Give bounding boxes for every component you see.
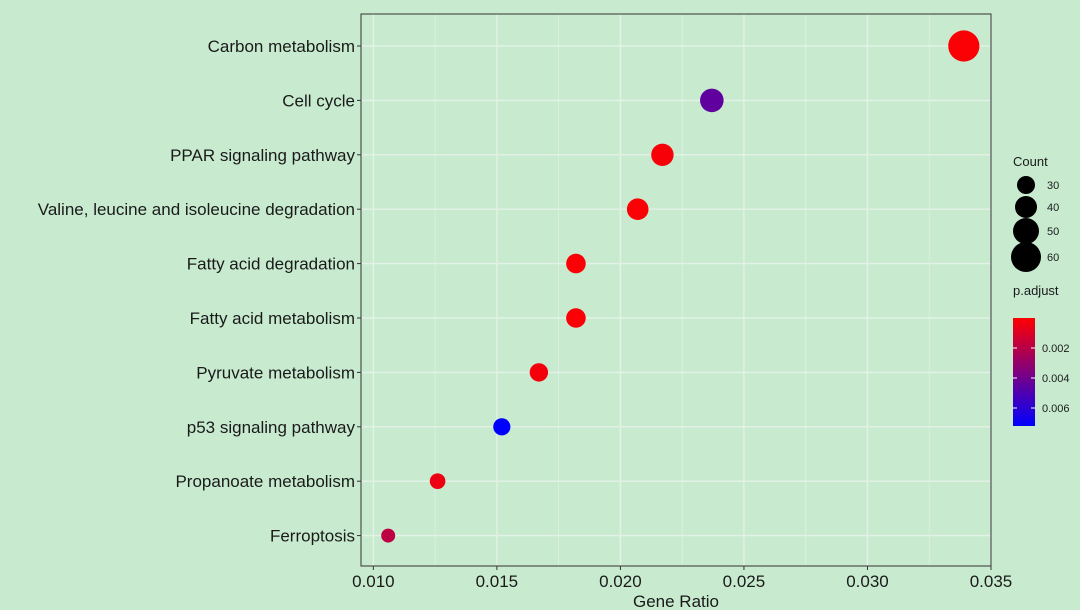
plot-border xyxy=(360,13,992,567)
x-tick-label: 0.030 xyxy=(846,572,889,591)
data-point xyxy=(493,418,511,436)
x-tick-label: 0.025 xyxy=(723,572,766,591)
x-axis: 0.010 0.015 0.020 0.025 0.030 0.035 xyxy=(352,566,1012,591)
y-tick-label: Fatty acid degradation xyxy=(187,255,355,274)
data-point xyxy=(429,473,446,490)
y-tick-label: Carbon metabolism xyxy=(208,37,355,56)
size-legend-symbol xyxy=(1013,218,1039,244)
y-tick-label: Ferroptosis xyxy=(270,527,355,546)
size-legend-label: 60 xyxy=(1047,252,1059,264)
color-legend-bar xyxy=(1013,318,1035,426)
y-tick-label: Valine, leucine and isoleucine degradati… xyxy=(38,200,355,219)
size-legend-symbol xyxy=(1015,196,1037,218)
data-point xyxy=(651,143,674,166)
data-point xyxy=(700,88,724,113)
y-tick-label: Cell cycle xyxy=(282,91,355,110)
size-legend-label: 30 xyxy=(1047,180,1059,192)
color-legend: p.adjust 0.002 0.004 0.006 xyxy=(1013,283,1070,426)
data-point xyxy=(566,253,586,274)
size-legend: Count 30 40 50 60 xyxy=(1011,154,1059,272)
size-legend-label: 50 xyxy=(1047,226,1059,238)
size-legend-title: Count xyxy=(1013,154,1048,169)
y-axis: Carbon metabolism Cell cycle PPAR signalin… xyxy=(38,37,361,546)
data-point xyxy=(626,198,649,220)
y-tick-label: PPAR signaling pathway xyxy=(170,146,355,165)
color-legend-label: 0.002 xyxy=(1042,343,1070,355)
y-tick-label: p53 signaling pathway xyxy=(187,418,356,437)
color-legend-title: p.adjust xyxy=(1013,283,1059,298)
x-tick-label: 0.035 xyxy=(970,572,1013,591)
size-legend-label: 40 xyxy=(1047,202,1059,214)
data-point xyxy=(948,30,980,62)
data-point xyxy=(381,528,396,543)
plot-panel xyxy=(361,14,991,566)
color-legend-label: 0.004 xyxy=(1042,373,1070,385)
data-point xyxy=(529,363,549,382)
y-tick-label: Pyruvate metabolism xyxy=(196,363,355,382)
x-tick-label: 0.010 xyxy=(352,572,395,591)
x-tick-label: 0.020 xyxy=(599,572,642,591)
x-axis-title: Gene Ratio xyxy=(633,592,719,610)
y-tick-label: Propanoate metabolism xyxy=(175,472,355,491)
y-tick-label: Fatty acid metabolism xyxy=(190,309,355,328)
size-legend-symbol xyxy=(1017,176,1035,194)
x-tick-label: 0.015 xyxy=(476,572,519,591)
data-points xyxy=(381,30,980,543)
data-point xyxy=(566,308,586,328)
size-legend-symbol xyxy=(1011,242,1041,272)
color-legend-label: 0.006 xyxy=(1042,403,1070,415)
